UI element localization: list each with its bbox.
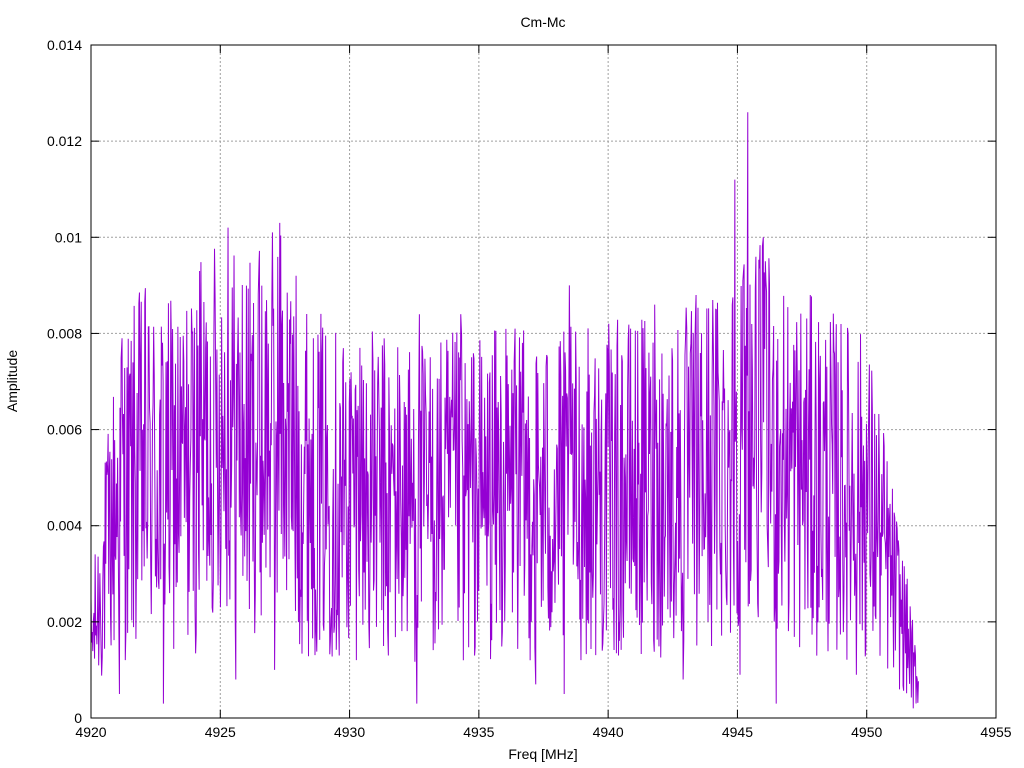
y-tick-label: 0.002	[47, 614, 82, 630]
x-tick-label: 4945	[722, 724, 753, 740]
x-tick-label: 4940	[593, 724, 624, 740]
x-tick-label: 4930	[334, 724, 365, 740]
data-series	[90, 112, 919, 709]
y-axis-label: Amplitude	[4, 350, 20, 412]
x-axis-label: Freq [MHz]	[508, 746, 577, 762]
y-tick-label: 0.004	[47, 518, 82, 534]
chart-title: Cm-Mc	[520, 14, 565, 30]
y-tick-labels: 0 0.002 0.004 0.006 0.008 0.01 0.012 0.014	[47, 37, 82, 726]
y-tick-label: 0.014	[47, 37, 82, 53]
y-tick-label: 0.012	[47, 133, 82, 149]
y-tick-label: 0.008	[47, 325, 82, 341]
x-tick-label: 4925	[205, 724, 236, 740]
x-tick-label: 4955	[980, 724, 1011, 740]
plot-border	[90, 44, 997, 719]
y-tick-label: 0.01	[55, 229, 82, 245]
series-line	[90, 112, 919, 709]
y-tick-label: 0	[74, 710, 82, 726]
x-tick-label: 4935	[463, 724, 494, 740]
x-tick-label: 4950	[851, 724, 882, 740]
y-tick-label: 0.006	[47, 422, 82, 438]
x-tick-label: 4920	[75, 724, 106, 740]
tick-marks	[90, 44, 997, 719]
x-tick-labels: 4920 4925 4930 4935 4940 4945 4950 4955	[75, 724, 1011, 740]
